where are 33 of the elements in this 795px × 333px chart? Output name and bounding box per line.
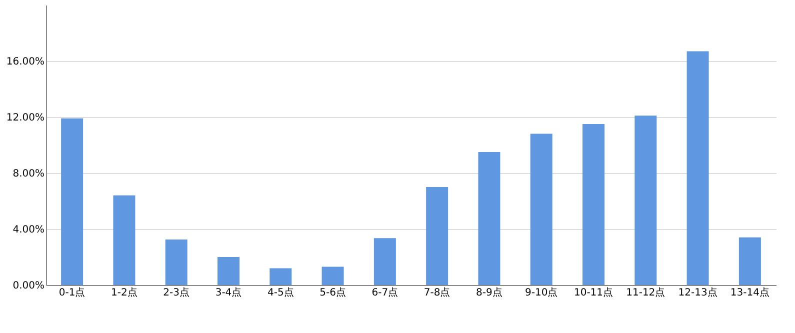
y-tick-label: 8.00% xyxy=(12,168,44,180)
bar xyxy=(738,237,761,285)
x-tick-label: 2-3点 xyxy=(163,286,190,298)
bar xyxy=(61,118,84,285)
x-tick-label: 13-14点 xyxy=(730,286,770,298)
x-tick-label: 8-9点 xyxy=(476,286,502,298)
x-tick-label: 9-10点 xyxy=(525,286,558,298)
x-tick-label: 3-4点 xyxy=(215,286,242,298)
bar xyxy=(582,124,604,285)
y-tick-label: 0.00% xyxy=(12,280,44,292)
bar xyxy=(634,116,657,285)
bar xyxy=(113,195,136,285)
x-tick-label: 1-2点 xyxy=(111,286,138,298)
bar xyxy=(218,257,240,285)
y-tick-label: 16.00% xyxy=(6,56,44,68)
x-tick-label: 6-7点 xyxy=(372,286,398,298)
bar xyxy=(426,187,448,285)
y-tick-label: 12.00% xyxy=(6,112,44,124)
x-tick-label: 4-5点 xyxy=(267,286,294,298)
bar xyxy=(322,266,344,285)
bar xyxy=(686,51,709,285)
x-tick-label: 12-13点 xyxy=(678,286,718,298)
x-tick-label: 5-6点 xyxy=(320,286,346,298)
bar xyxy=(478,152,500,285)
bar xyxy=(165,240,188,285)
y-tick-label: 4.00% xyxy=(12,224,44,236)
bar xyxy=(530,134,552,285)
x-tick-label: 0-1点 xyxy=(58,286,86,298)
bar xyxy=(270,268,292,285)
bar xyxy=(374,238,396,285)
x-tick-label: 10-11点 xyxy=(574,286,614,298)
x-tick-label: 11-12点 xyxy=(626,286,666,298)
x-tick-label: 7-8点 xyxy=(424,286,450,298)
